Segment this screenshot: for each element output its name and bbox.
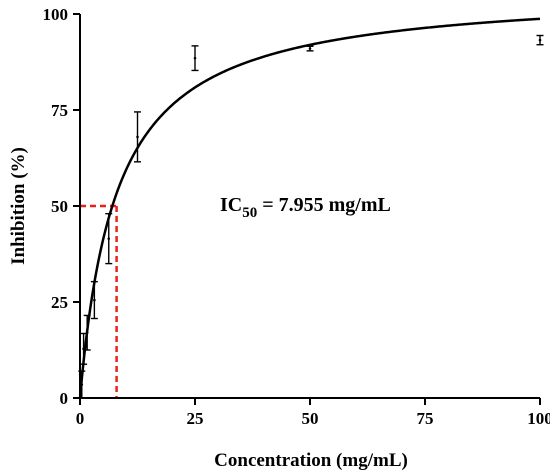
y-axis-label: Inhibition (%) bbox=[8, 147, 29, 265]
ic50-annotation-subscript: 50 bbox=[242, 205, 257, 221]
data-points-layer bbox=[78, 34, 544, 399]
data-point bbox=[83, 314, 91, 351]
x-tick-label: 0 bbox=[76, 409, 85, 428]
x-tick-label: 100 bbox=[527, 409, 550, 428]
data-marker bbox=[80, 383, 84, 386]
ic50-annotation-suffix: = 7.955 mg/mL bbox=[257, 194, 391, 216]
y-tick-label: 100 bbox=[43, 5, 69, 24]
x-axis-label: Concentration (mg/mL) bbox=[214, 450, 408, 471]
x-tick-label: 25 bbox=[187, 409, 204, 428]
data-point bbox=[105, 212, 113, 265]
data-marker bbox=[107, 237, 111, 240]
y-tick-label: 75 bbox=[51, 101, 68, 120]
data-point bbox=[134, 111, 141, 163]
fit-curve bbox=[78, 17, 541, 399]
data-point bbox=[90, 280, 98, 320]
data-point bbox=[80, 332, 88, 365]
data-marker bbox=[136, 135, 139, 139]
x-tick-label: 75 bbox=[417, 409, 434, 428]
data-point bbox=[536, 34, 544, 46]
data-point bbox=[191, 45, 199, 72]
data-marker bbox=[93, 298, 96, 302]
ic50-annotation: IC50 = 7.955 mg/mL bbox=[220, 194, 391, 221]
x-tick-label: 50 bbox=[302, 409, 319, 428]
axes: 0 25 50 75 100 0 25 50 75 100 bbox=[43, 5, 550, 428]
ic50-annotation-prefix: IC bbox=[220, 194, 242, 216]
fit-curve-layer bbox=[78, 17, 541, 399]
data-marker bbox=[538, 38, 542, 42]
data-marker bbox=[193, 56, 197, 60]
y-tick-label: 0 bbox=[60, 389, 69, 408]
data-point bbox=[306, 45, 314, 52]
y-tick-label: 50 bbox=[51, 197, 68, 216]
data-marker bbox=[85, 331, 89, 335]
data-marker bbox=[308, 47, 312, 50]
y-tick-label: 25 bbox=[51, 293, 68, 312]
ic50-guide-lines bbox=[80, 204, 118, 398]
